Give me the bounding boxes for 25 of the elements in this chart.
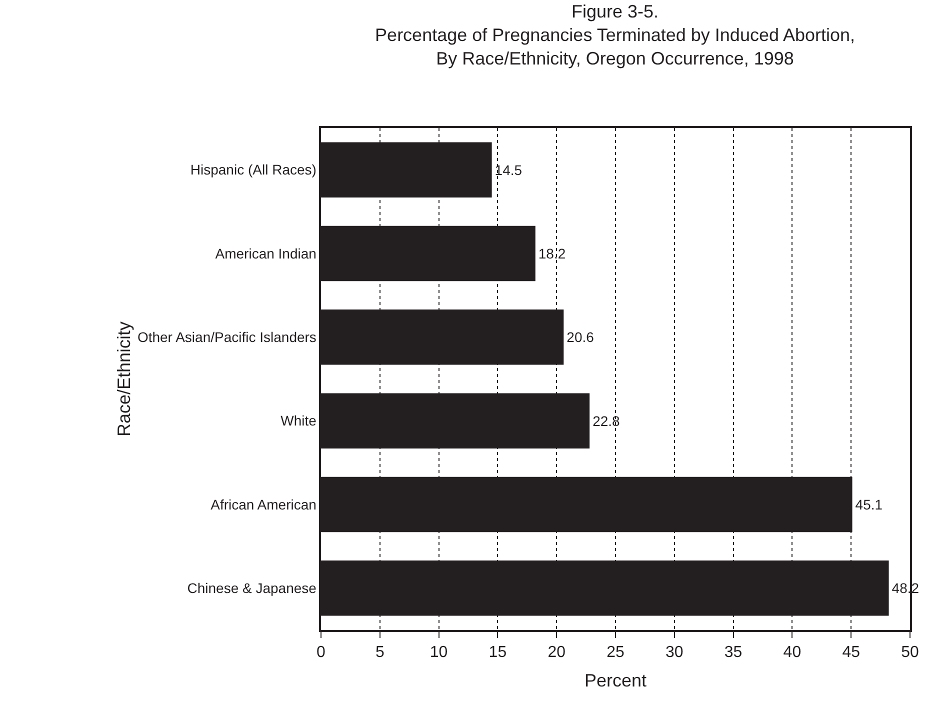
chart-title: Figure 3-5. Percentage of Pregnancies Terminated by Induced Abortion, By Race/Ethnicity, Oregon Occurrence, 1998 xyxy=(375,2,856,69)
x-tick-label: 20 xyxy=(548,644,566,661)
x-tick-label: 45 xyxy=(842,644,860,661)
data-label: 20.6 xyxy=(566,329,594,346)
x-tick-label: 0 xyxy=(316,644,326,661)
y-tick-label: Chinese & Japanese xyxy=(187,580,317,596)
data-label: 14.5 xyxy=(494,162,522,178)
y-tick-label: Other Asian/Pacific Islanders xyxy=(137,329,316,346)
y-axis-title: Race/Ethnicity xyxy=(114,321,134,437)
x-tick-label: 40 xyxy=(783,644,802,661)
y-tick-label: American Indian xyxy=(215,245,316,262)
x-tick-label: 35 xyxy=(724,644,742,661)
x-tick-label: 15 xyxy=(488,644,507,661)
x-tick-label: 30 xyxy=(666,644,684,661)
x-axis-title: Percent xyxy=(584,670,647,691)
y-tick-label: Hispanic (All Races) xyxy=(190,162,316,178)
data-label: 45.1 xyxy=(855,496,883,512)
data-label: 18.2 xyxy=(538,246,566,262)
y-tick-label: African American xyxy=(210,496,316,512)
x-tick-label: 25 xyxy=(606,644,624,661)
x-tick-label: 10 xyxy=(430,644,448,661)
data-label: 22.8 xyxy=(592,412,620,429)
x-tick-label: 5 xyxy=(375,644,384,661)
y-tick-label: White xyxy=(280,412,317,429)
x-tick-label: 50 xyxy=(901,644,919,661)
